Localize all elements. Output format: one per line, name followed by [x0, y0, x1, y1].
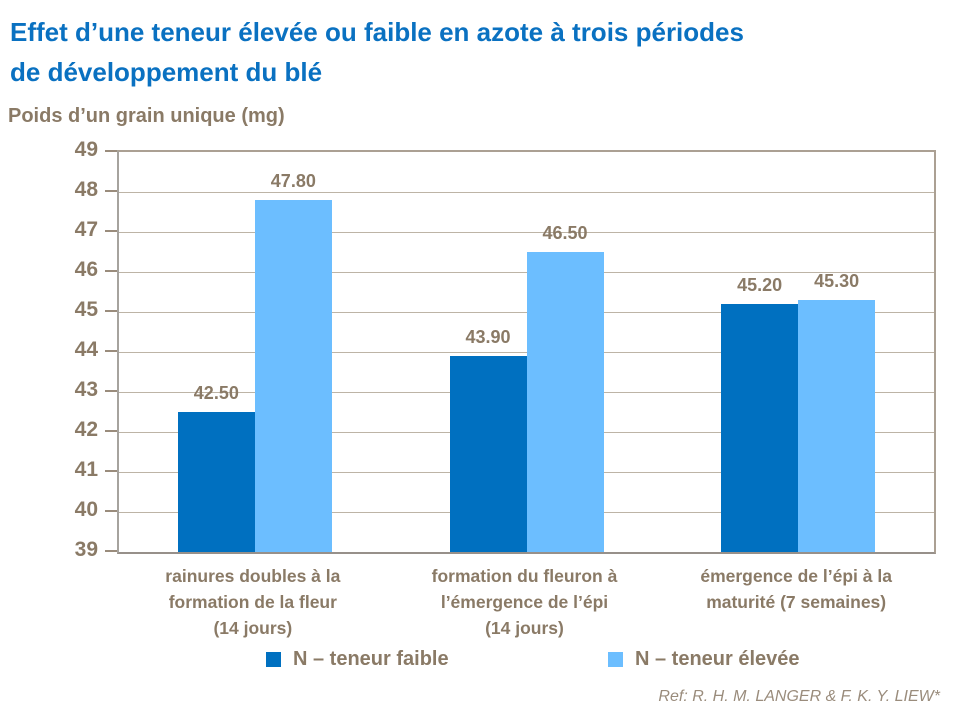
- legend-swatch: [266, 652, 281, 667]
- bar-value-label: 45.30: [814, 271, 860, 291]
- bar: [177, 412, 255, 552]
- bar: [254, 200, 332, 552]
- y-axis-tick: [105, 310, 117, 312]
- category-label: émergence de l’épi à la maturité (7 sema…: [700, 566, 892, 612]
- bar-value-label: 46.50: [542, 223, 588, 243]
- page-title-line-2: de développement du blé: [10, 57, 323, 87]
- y-axis-tick-label: 39: [74, 538, 98, 561]
- bar: [526, 252, 604, 552]
- y-axis-tick-label: 46: [74, 258, 98, 281]
- bar-value-label: 47.80: [270, 171, 316, 191]
- page-title: Effet d’une teneur élevée ou faible en a…: [10, 12, 940, 92]
- plot-area: 42.50 47.80 43.90 46.50 45.20 45.30: [117, 150, 936, 554]
- legend: N – teneur faible N – teneur élevée: [0, 648, 960, 678]
- y-axis-tick-label: 48: [74, 178, 98, 201]
- bar: [721, 304, 799, 552]
- legend-label: N – teneur faible: [293, 648, 449, 670]
- y-axis-tick-label: 42: [74, 418, 98, 441]
- reference-text: Ref: R. H. M. LANGER & F. K. Y. LIEW*: [658, 688, 940, 705]
- y-axis-tick-label: 41: [74, 458, 98, 481]
- bar: [798, 300, 876, 552]
- y-axis-tick: [105, 190, 117, 192]
- y-axis-tick-label: 40: [74, 498, 98, 521]
- legend-swatch: [608, 652, 623, 667]
- y-axis-tick: [105, 550, 117, 552]
- category-label: formation du fleuron à l’émergence de l’…: [431, 566, 618, 638]
- legend-entry: N – teneur élevée: [608, 648, 800, 671]
- y-axis-tick-label: 43: [74, 378, 98, 401]
- y-axis-tick-label: 49: [74, 138, 98, 161]
- bar-value-label: 43.90: [465, 327, 511, 347]
- bar-value-label: 42.50: [193, 383, 239, 403]
- bar-value-label: 45.20: [737, 275, 783, 295]
- y-axis-tick: [105, 150, 117, 152]
- y-axis-tick: [105, 350, 117, 352]
- y-axis-tick-label: 44: [74, 338, 98, 361]
- y-axis-tick-label: 45: [74, 298, 98, 321]
- grid-line: [119, 192, 934, 193]
- y-axis-title: Poids d’un grain unique (mg): [8, 105, 285, 127]
- y-axis-tick-label: 47: [74, 218, 98, 241]
- category-label: rainures doubles à la formation de la fl…: [165, 566, 341, 638]
- grid-line: [119, 232, 934, 233]
- y-axis-tick: [105, 230, 117, 232]
- y-axis-tick: [105, 270, 117, 272]
- y-axis-tick: [105, 510, 117, 512]
- y-axis-tick: [105, 470, 117, 472]
- y-axis-tick: [105, 390, 117, 392]
- legend-label: N – teneur élevée: [635, 648, 800, 670]
- y-axis-tick: [105, 430, 117, 432]
- legend-entry: N – teneur faible: [266, 648, 449, 671]
- bar: [449, 356, 527, 552]
- page-title-line-1: Effet d’une teneur élevée ou faible en a…: [10, 17, 744, 47]
